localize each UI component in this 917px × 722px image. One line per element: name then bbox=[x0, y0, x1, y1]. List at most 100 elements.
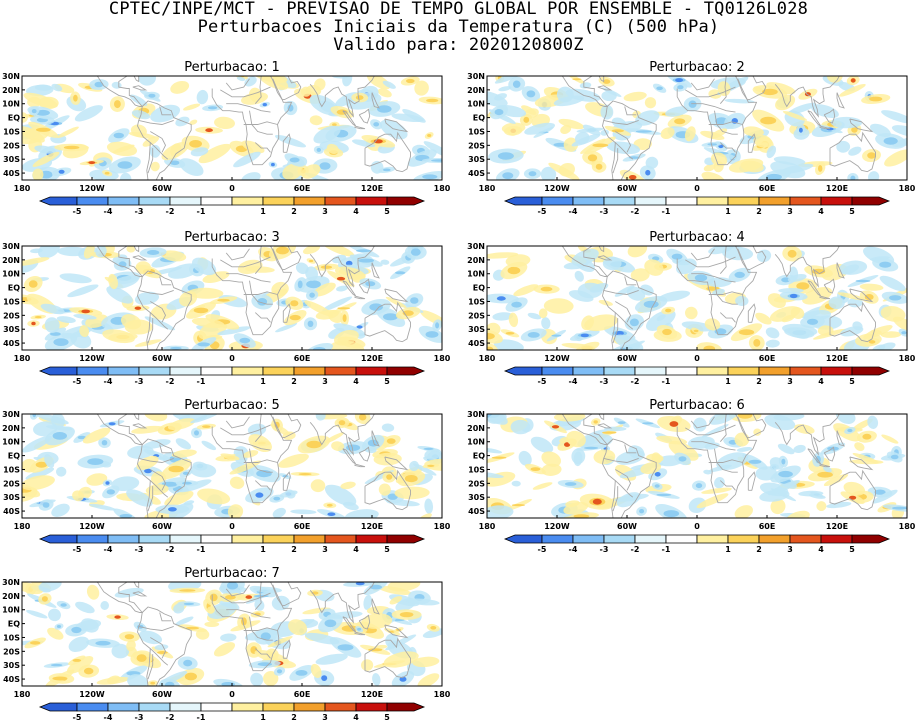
coast-line bbox=[612, 318, 619, 344]
field-blob bbox=[44, 454, 55, 469]
field-blob-peak bbox=[168, 507, 177, 512]
coast-line bbox=[80, 76, 144, 107]
field-blob-core bbox=[671, 253, 683, 260]
field-blob-core bbox=[656, 86, 663, 91]
colorbar-segment bbox=[355, 702, 388, 712]
field-blob bbox=[179, 291, 198, 307]
field-blob bbox=[560, 125, 572, 134]
field-blob bbox=[213, 642, 236, 657]
field-blob bbox=[190, 414, 220, 424]
coast-line bbox=[371, 598, 380, 615]
field-blob-core bbox=[225, 595, 236, 600]
field-blob-core bbox=[197, 342, 210, 347]
field-blob bbox=[102, 329, 135, 344]
map-panel-3: Perturbacao: 3 30N 20N 10N EQ 10S 20S 30S 40S 180… bbox=[2, 230, 451, 386]
field-blob-peak bbox=[81, 309, 90, 314]
lon-label: 120W bbox=[544, 522, 570, 531]
panel-title: Perturbacao: 4 bbox=[649, 230, 744, 245]
colorbar-segment bbox=[386, 196, 426, 206]
field-blob bbox=[309, 115, 323, 126]
field-blob bbox=[100, 601, 110, 610]
field-blob bbox=[753, 134, 772, 148]
field-blob-peak bbox=[88, 161, 96, 165]
coast-line bbox=[358, 278, 371, 294]
lon-label: 60E bbox=[294, 354, 311, 363]
field-blob-core bbox=[382, 168, 391, 172]
field-blob bbox=[859, 283, 884, 291]
field-blob bbox=[688, 497, 707, 514]
coast-line bbox=[829, 469, 876, 511]
field-blob-core bbox=[703, 345, 716, 350]
field-blob-core bbox=[693, 329, 699, 333]
coast-line bbox=[612, 148, 619, 174]
field-blob-core bbox=[150, 681, 156, 685]
field-blob bbox=[389, 596, 403, 605]
coast-line bbox=[603, 119, 639, 125]
coast-line bbox=[220, 424, 271, 436]
field-blob bbox=[644, 259, 664, 276]
field-blob-core bbox=[87, 458, 104, 465]
coast-line bbox=[211, 582, 293, 672]
field-blob bbox=[881, 110, 907, 124]
field-blob bbox=[170, 143, 182, 158]
colorbar-label: 5 bbox=[384, 207, 390, 216]
field-blob-core bbox=[426, 98, 439, 103]
field-blob bbox=[538, 308, 548, 319]
field-blob bbox=[717, 81, 731, 97]
field-blob-core bbox=[217, 298, 230, 302]
field-blob bbox=[183, 500, 195, 506]
coast-line bbox=[691, 441, 736, 451]
field-blob-core bbox=[50, 663, 63, 667]
field-blob bbox=[126, 640, 136, 652]
field-blob bbox=[48, 608, 61, 622]
field-blob bbox=[708, 89, 722, 99]
coast-line bbox=[358, 446, 371, 462]
field-blob bbox=[313, 125, 341, 144]
field-blob-core bbox=[629, 318, 639, 327]
coast-line bbox=[225, 584, 250, 597]
main-title: CPTEC/INPE/MCT - PREVISAO DE TEMPO GLOBA… bbox=[108, 0, 809, 19]
field-blob-core bbox=[602, 79, 611, 84]
field-blob bbox=[530, 436, 554, 453]
field-blob bbox=[57, 246, 88, 257]
field-blob bbox=[487, 414, 507, 424]
colorbar-label: 4 bbox=[353, 545, 359, 554]
coast-line bbox=[714, 280, 738, 305]
colorbar-segment bbox=[789, 534, 822, 544]
colorbar-label: -2 bbox=[166, 713, 175, 722]
field-blob bbox=[422, 628, 442, 639]
field-blob-core bbox=[564, 482, 577, 486]
coast-line bbox=[282, 639, 291, 659]
colorbar-segment bbox=[293, 702, 326, 712]
field-blob bbox=[736, 446, 753, 452]
colorbar-segment bbox=[603, 366, 636, 376]
field-blob-core bbox=[147, 250, 160, 255]
field-blob bbox=[782, 110, 808, 121]
colorbar: -5 -4 -3 -2 -1 1 2 3 4 5 bbox=[38, 366, 426, 386]
field-blob-core bbox=[387, 493, 398, 500]
field-blob-core bbox=[511, 504, 525, 507]
colorbar-label: 4 bbox=[818, 377, 824, 386]
field-blob bbox=[248, 434, 272, 453]
coast-line bbox=[147, 318, 154, 344]
coast-line bbox=[384, 288, 409, 303]
field-blob-core bbox=[674, 118, 686, 125]
lon-label: 60W bbox=[152, 522, 172, 531]
colorbar-segment bbox=[572, 196, 605, 206]
field-blob bbox=[330, 340, 365, 350]
lon-label: 120E bbox=[361, 354, 383, 363]
lat-label: 10S bbox=[3, 633, 20, 642]
coast-line bbox=[819, 125, 831, 130]
field-blob bbox=[716, 452, 749, 470]
colorbar-segment bbox=[696, 534, 729, 544]
colorbar-label: 2 bbox=[291, 207, 297, 216]
coast-line bbox=[747, 133, 756, 153]
field-blob-core bbox=[422, 174, 438, 180]
lon-label: 60W bbox=[617, 522, 637, 531]
field-blob bbox=[190, 463, 217, 478]
temperature-perturbation-field bbox=[487, 414, 907, 518]
map-panel-1: Perturbacao: 1 30N 20N 10N EQ 10S 20S 30S 40S 180… bbox=[2, 60, 451, 216]
field-blob bbox=[487, 505, 514, 518]
colorbar-segment bbox=[293, 534, 326, 544]
panel-title: Perturbacao: 6 bbox=[649, 398, 744, 413]
